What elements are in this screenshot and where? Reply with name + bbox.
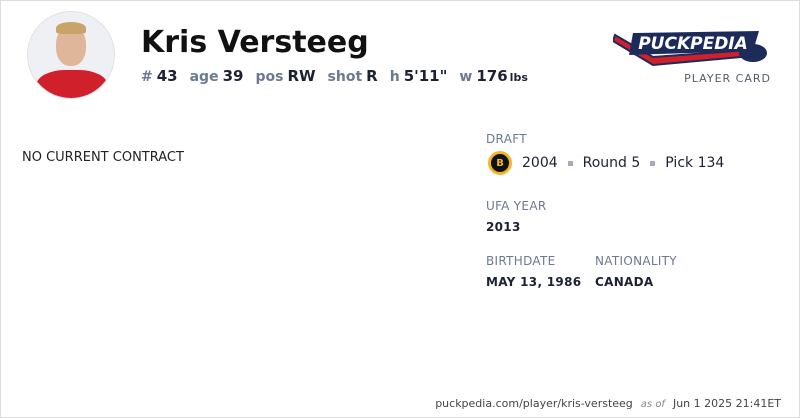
player-url-link[interactable]: puckpedia.com/player/kris-versteeg (435, 397, 633, 410)
height-value: 5'11" (403, 67, 448, 85)
draft-info: B 2004 Round 5 Pick 134 (488, 151, 724, 175)
age-value: 39 (222, 67, 244, 85)
player-stats: #43 age 39 pos RW shot R h 5'11" w 176 lbs (141, 67, 528, 85)
stat-weight: w 176 lbs (459, 67, 527, 85)
player-avatar (27, 11, 115, 99)
weight-label: w (459, 69, 473, 85)
age-label: age (189, 69, 219, 85)
svg-text:PUCKPEDIA: PUCKPEDIA (638, 34, 748, 54)
pos-value: RW (287, 67, 316, 85)
footer: puckpedia.com/player/kris-versteeg as of… (435, 397, 781, 410)
avatar-hair (56, 22, 86, 34)
number-label: # (141, 69, 153, 85)
ufa-label: UFA YEAR (486, 199, 547, 213)
puckpedia-logo[interactable]: PUCKPEDIA (613, 27, 775, 69)
player-card-subtitle: PLAYER CARD (684, 72, 771, 85)
weight-value: 176 (476, 67, 508, 85)
stat-shot: shot R (328, 67, 378, 85)
birthdate-value: MAY 13, 1986 (486, 275, 582, 289)
as-of-label: as of (640, 399, 665, 410)
boston-bruins-icon[interactable]: B (488, 151, 512, 175)
draft-round: Round 5 (582, 155, 641, 171)
pos-label: pos (255, 69, 284, 85)
contract-status: NO CURRENT CONTRACT (22, 150, 184, 165)
shot-value: R (366, 67, 378, 85)
timestamp: Jun 1 2025 21:41ET (672, 397, 781, 410)
nationality-value: CANADA (595, 275, 654, 289)
avatar-jersey (36, 70, 108, 98)
weight-unit: lbs (509, 71, 528, 84)
stat-age: age 39 (190, 67, 244, 85)
player-name: Kris Versteeg (141, 25, 369, 60)
draft-label: DRAFT (486, 132, 527, 146)
birthdate-label: BIRTHDATE (486, 254, 556, 268)
stat-pos: pos RW (255, 67, 315, 85)
draft-pick: Pick 134 (665, 155, 725, 171)
height-label: h (389, 69, 400, 85)
number-value: 43 (156, 67, 178, 85)
shot-label: shot (327, 69, 363, 85)
draft-year: 2004 (522, 155, 558, 171)
separator-dot (567, 160, 573, 166)
stat-number: #43 (141, 67, 178, 85)
nationality-label: NATIONALITY (595, 254, 677, 268)
separator-dot (650, 160, 656, 166)
ufa-value: 2013 (486, 220, 521, 234)
stat-height: h 5'11" (390, 67, 448, 85)
